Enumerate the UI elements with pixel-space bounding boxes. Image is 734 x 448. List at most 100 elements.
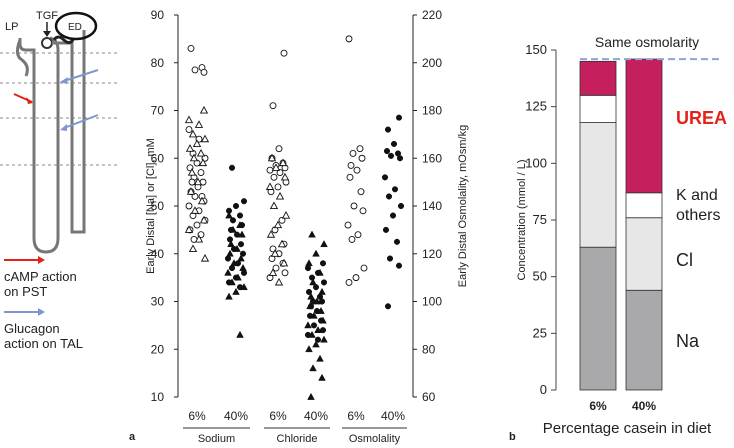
point-osmolality-open-circle: [353, 166, 361, 174]
point-sodium-open-circle: [191, 66, 199, 74]
right-tick-label: 220: [422, 8, 442, 22]
point-sodium-filled-triangle: [237, 254, 245, 262]
point-osmolality-filled-circle: [393, 238, 401, 245]
left-tick-label: 50: [151, 199, 165, 213]
point-chloride-filled-triangle: [307, 292, 315, 300]
point-chloride-filled-circle: [314, 336, 322, 343]
point-chloride-filled-triangle: [309, 364, 317, 372]
camp-legend-text: cAMP action on PST: [4, 269, 80, 299]
point-sodium-open-triangle: [198, 158, 208, 167]
ed-circle: [54, 11, 98, 41]
left-tick-label: 70: [151, 104, 165, 118]
point-chloride-filled-triangle: [308, 330, 316, 338]
point-chloride-filled-triangle: [312, 249, 320, 257]
point-osmolality-open-circle: [354, 231, 362, 239]
group-labels: 6% 40% Sodium 6% 40% Chloride 6% 40% Osmolality: [183, 409, 407, 445]
glucagon-legend-line-1: Glucagon: [4, 321, 60, 336]
right-tick-label: 140: [422, 199, 442, 213]
point-osmolality-open-circle: [359, 207, 367, 215]
point-chloride-open-triangle: [270, 249, 280, 257]
b-category-label: 40%: [632, 399, 656, 413]
point-chloride-open-circle: [281, 269, 289, 277]
point-chloride-open-triangle: [281, 211, 291, 219]
bar-segment-na: [579, 246, 617, 391]
point-sodium-open-triangle: [186, 187, 196, 195]
point-sodium-filled-triangle: [224, 268, 232, 276]
point-sodium-open-triangle: [190, 206, 200, 214]
point-sodium-filled-circle: [239, 250, 247, 257]
point-chloride-open-triangle: [277, 239, 287, 248]
b-x-axis-label: Percentage casein in diet: [543, 420, 712, 437]
b-bars: [579, 58, 663, 391]
point-sodium-open-circle: [188, 178, 196, 186]
right-tick-label: 120: [422, 247, 442, 261]
point-osmolality-filled-circle: [384, 303, 392, 310]
left-tick-label: 40: [151, 247, 165, 261]
bar-segment-cl: [579, 122, 617, 248]
same-osmolarity-label: Same osmolarity: [595, 34, 699, 50]
point-chloride-open-circle: [278, 216, 286, 224]
point-chloride-open-triangle: [273, 220, 283, 229]
point-chloride-filled-triangle: [305, 259, 313, 267]
point-sodium-filled-triangle: [230, 259, 238, 267]
point-chloride-open-circle: [269, 102, 277, 110]
left-tick-label: 30: [151, 295, 165, 309]
point-sodium-open-circle: [185, 202, 193, 210]
point-sodium-filled-circle: [228, 164, 236, 171]
panel-b-stacked-bar: 0 25 50 75 100 125 150 Same osmolarity 6% 40% C…: [509, 34, 727, 443]
point-sodium-open-triangle: [196, 148, 206, 157]
right-tick-label: 160: [422, 151, 442, 165]
point-chloride-filled-circle: [310, 322, 318, 329]
point-sodium-open-triangle: [199, 105, 209, 114]
point-sodium-open-circle: [197, 169, 205, 177]
point-osmolality-open-circle: [350, 202, 358, 210]
point-sodium-filled-triangle: [236, 330, 244, 338]
right-tick-label: 80: [422, 342, 436, 356]
point-osmolality-filled-circle: [395, 114, 403, 121]
lp-label: LP: [5, 21, 18, 33]
point-chloride-open-triangle: [269, 201, 279, 210]
right-tick-label: 100: [422, 295, 442, 309]
glucagon-arrowhead-diagram-2: [60, 124, 67, 131]
point-osmolality-open-circle: [357, 188, 365, 196]
point-osmolality-filled-circle: [391, 186, 399, 193]
point-chloride-open-circle: [280, 49, 288, 57]
point-sodium-open-circle: [193, 221, 201, 229]
right-tick-label: 200: [422, 56, 442, 70]
point-sodium-open-triangle: [193, 177, 203, 186]
point-chloride-filled-triangle: [310, 311, 318, 319]
point-sodium-open-triangle: [194, 120, 204, 128]
point-sodium-open-circle: [200, 68, 208, 76]
point-sodium-open-triangle: [188, 244, 198, 253]
point-chloride-filled-triangle: [309, 278, 317, 286]
glucagon-legend-line-2: action on TAL: [4, 336, 83, 351]
k-others-line-1: K and: [676, 187, 718, 204]
point-sodium-open-circle: [187, 44, 195, 52]
camp-legend-line-1: cAMP action: [4, 269, 77, 284]
point-osmolality-open-circle: [347, 161, 355, 169]
nephron-legend: cAMP action on PST Glucagon action on TA…: [4, 256, 83, 351]
point-sodium-filled-triangle: [238, 230, 246, 238]
diet-tick-label: 40%: [381, 409, 405, 423]
point-chloride-filled-circle: [319, 260, 327, 267]
point-chloride-filled-triangle: [320, 335, 328, 343]
point-sodium-filled-triangle: [225, 292, 233, 300]
right-tick-label: 180: [422, 104, 442, 118]
camp-arrowhead-diagram: [26, 97, 33, 104]
point-sodium-filled-triangle: [227, 240, 235, 248]
point-sodium-open-triangle: [200, 253, 210, 262]
point-chloride-open-triangle: [278, 158, 288, 167]
nephron-loop: [18, 36, 60, 254]
point-chloride-filled-triangle: [307, 392, 315, 400]
k-others-label: K and others: [676, 187, 722, 224]
point-sodium-filled-triangle: [229, 225, 237, 233]
cl-label: Cl: [676, 250, 693, 270]
point-sodium-filled-triangle: [240, 283, 248, 291]
point-sodium-open-triangle: [185, 144, 195, 152]
point-chloride-open-circle: [266, 166, 274, 174]
point-osmolality-open-circle: [345, 35, 353, 43]
point-chloride-open-circle: [274, 183, 282, 191]
left-axis-ticks: 10 20 30 40 50 60 70 80 90: [151, 8, 178, 404]
point-sodium-filled-triangle: [225, 211, 233, 219]
point-osmolality-open-circle: [345, 278, 353, 286]
